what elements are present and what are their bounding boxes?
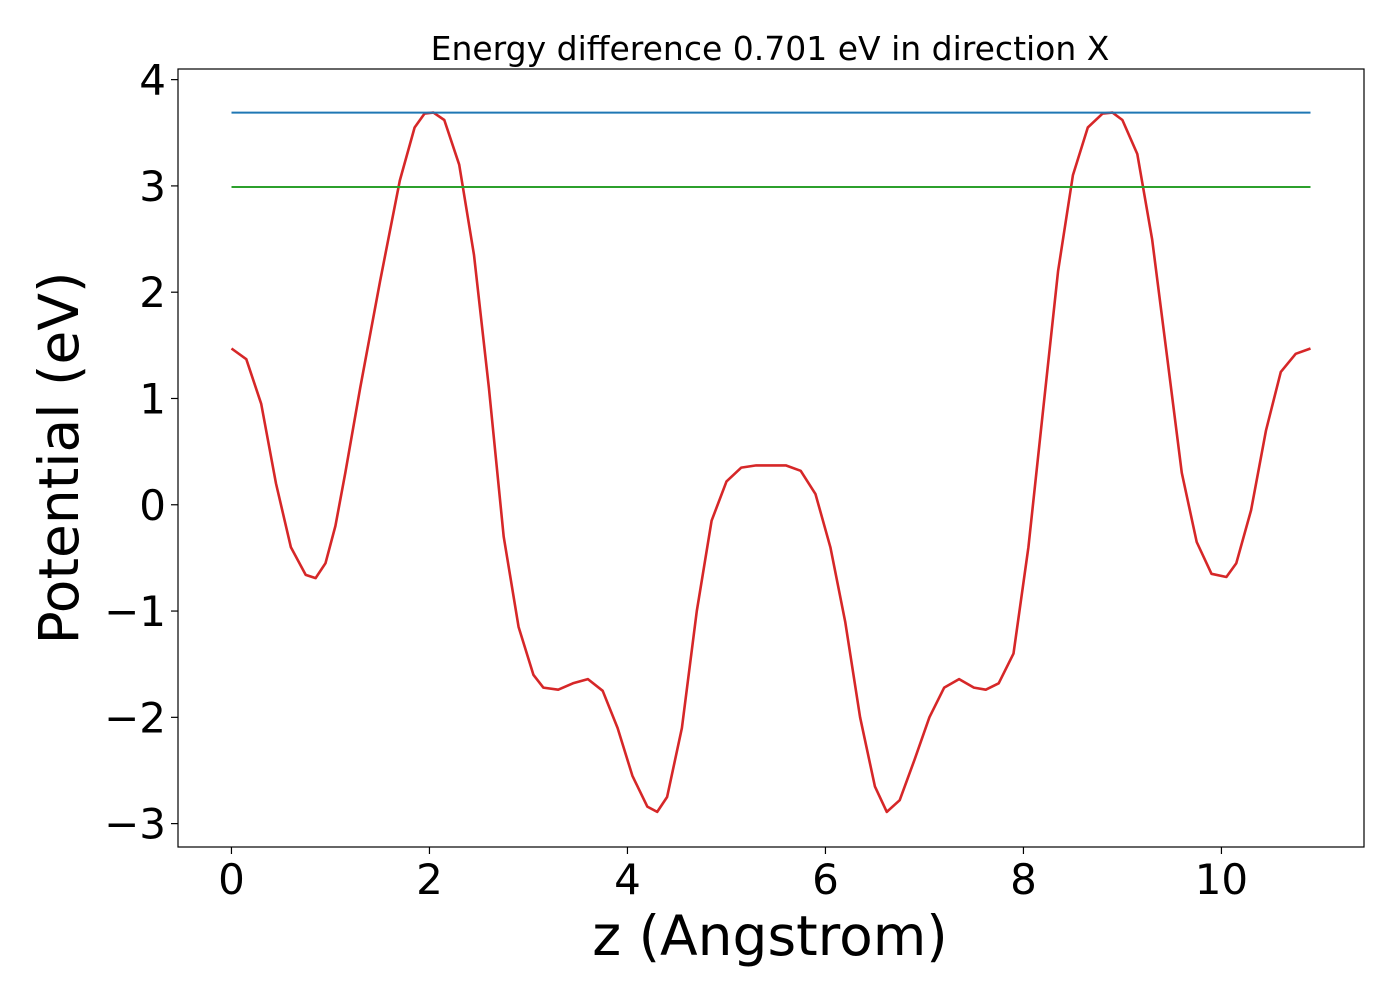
x-tick-label: 4 xyxy=(614,855,641,904)
plot-area-frame xyxy=(177,68,1365,848)
y-axis-label: Potential (eV) xyxy=(27,272,91,645)
x-axis-label: z (Angstrom) xyxy=(592,904,948,968)
y-tick-label: −3 xyxy=(104,800,166,849)
y-tick-label: 0 xyxy=(139,481,166,530)
x-tick-label: 6 xyxy=(812,855,839,904)
y-tick-label: 4 xyxy=(139,56,166,105)
y-tick-label: 1 xyxy=(139,374,166,423)
x-tick-label: 0 xyxy=(218,855,245,904)
x-tick-label: 8 xyxy=(1010,855,1037,904)
chart-title: Energy difference 0.701 eV in direction … xyxy=(431,29,1110,68)
x-tick-label: 2 xyxy=(416,855,443,904)
y-tick-label: −1 xyxy=(104,587,166,636)
series-line-potential xyxy=(230,111,1311,814)
y-tick-label: 2 xyxy=(139,268,166,317)
y-tick-label: 3 xyxy=(139,162,166,211)
x-tick-label: 10 xyxy=(1195,855,1248,904)
y-tick-label: −2 xyxy=(104,693,166,742)
